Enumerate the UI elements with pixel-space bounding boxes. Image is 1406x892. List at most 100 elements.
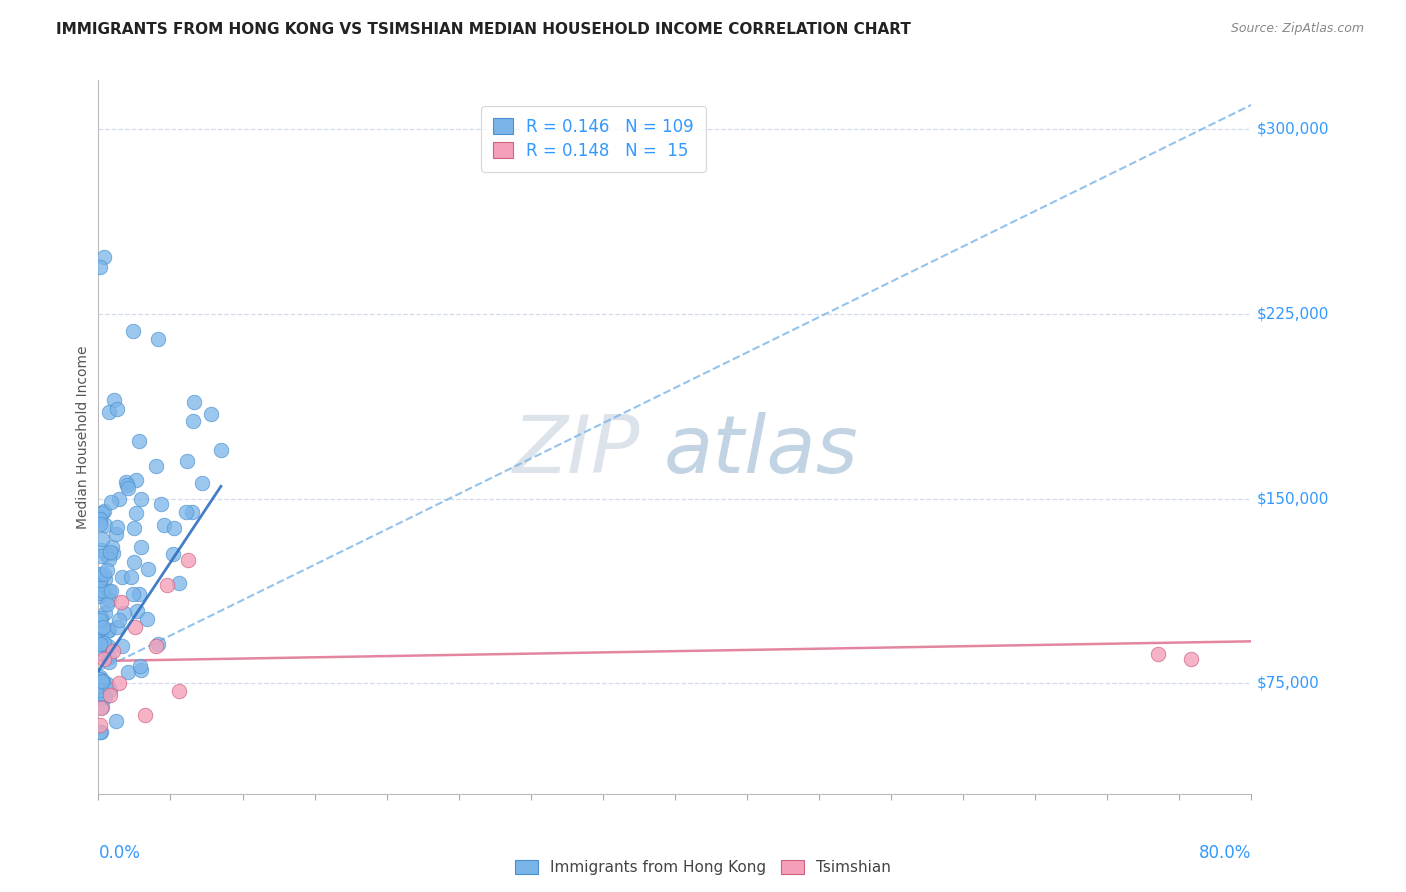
Point <box>125 506 148 520</box>
Point <box>96 639 118 653</box>
Point <box>90 611 112 625</box>
Point <box>211 443 233 458</box>
Y-axis label: Median Household Income: Median Household Income <box>76 345 90 529</box>
Point <box>105 520 128 534</box>
Point <box>105 714 128 728</box>
Point <box>89 725 111 739</box>
Point <box>120 570 142 584</box>
Point <box>153 518 176 533</box>
Point <box>90 690 112 705</box>
Point <box>107 620 129 634</box>
Point <box>90 679 112 693</box>
Point <box>89 589 111 603</box>
Point <box>105 401 128 416</box>
Point <box>89 672 111 686</box>
Point <box>103 644 125 658</box>
Point <box>122 521 145 535</box>
Point <box>89 516 111 531</box>
Text: $300,000: $300,000 <box>1257 122 1330 137</box>
Point <box>94 690 117 705</box>
Point <box>115 478 138 492</box>
Point <box>150 497 173 511</box>
Point <box>96 564 118 578</box>
Point <box>89 566 111 581</box>
Point <box>110 570 132 584</box>
Point <box>180 505 202 519</box>
Point <box>191 475 214 490</box>
Point <box>93 251 115 265</box>
Point <box>100 584 122 599</box>
Point <box>127 604 149 618</box>
Point <box>121 587 143 601</box>
Point <box>146 332 169 346</box>
Point <box>138 561 160 575</box>
Point <box>90 700 112 714</box>
Point <box>115 475 138 489</box>
Point <box>94 518 117 533</box>
Point <box>90 586 112 600</box>
Point <box>89 682 111 697</box>
Point <box>98 656 121 670</box>
Text: ZIP: ZIP <box>513 412 640 491</box>
Point <box>98 544 121 558</box>
Point <box>112 606 135 620</box>
Point <box>128 434 150 448</box>
Legend: Immigrants from Hong Kong, Tsimshian: Immigrants from Hong Kong, Tsimshian <box>510 855 896 880</box>
Point <box>91 675 114 690</box>
Point <box>91 620 114 634</box>
Point <box>122 324 145 338</box>
Point <box>97 593 120 607</box>
Point <box>89 511 111 525</box>
Point <box>128 659 150 673</box>
Point <box>91 679 114 693</box>
Point <box>91 699 114 714</box>
Point <box>1180 651 1202 665</box>
Point <box>167 576 190 591</box>
Point <box>129 491 152 506</box>
Point <box>108 492 131 507</box>
Point <box>97 552 120 566</box>
Point <box>134 708 156 723</box>
Point <box>90 543 112 558</box>
Point <box>96 598 118 612</box>
Point <box>93 635 115 649</box>
Point <box>148 637 170 651</box>
Point <box>90 549 112 563</box>
Point <box>91 673 114 688</box>
Point <box>136 612 159 626</box>
Point <box>98 623 121 637</box>
Point <box>129 663 152 677</box>
Point <box>176 553 198 567</box>
Point <box>174 505 197 519</box>
Text: 0.0%: 0.0% <box>98 844 141 862</box>
Point <box>89 577 111 591</box>
Point <box>90 632 112 647</box>
Point <box>181 414 204 428</box>
Point <box>129 540 152 554</box>
Point <box>117 481 139 495</box>
Point <box>100 494 122 508</box>
Point <box>89 644 111 658</box>
Point <box>107 613 129 627</box>
Point <box>90 725 112 739</box>
Point <box>94 572 117 586</box>
Text: IMMIGRANTS FROM HONG KONG VS TSIMSHIAN MEDIAN HOUSEHOLD INCOME CORRELATION CHART: IMMIGRANTS FROM HONG KONG VS TSIMSHIAN M… <box>56 22 911 37</box>
Point <box>111 639 134 653</box>
Point <box>124 619 146 633</box>
Point <box>125 474 148 488</box>
Point <box>103 393 125 408</box>
Point <box>110 595 132 609</box>
Point <box>107 676 129 690</box>
Text: $150,000: $150,000 <box>1257 491 1330 506</box>
Point <box>90 506 112 520</box>
Point <box>93 566 115 581</box>
Point <box>89 260 111 275</box>
Point <box>1146 647 1168 661</box>
Point <box>91 533 114 547</box>
Point <box>176 454 198 468</box>
Point <box>97 405 120 419</box>
Point <box>91 638 114 652</box>
Point <box>91 622 114 636</box>
Point <box>91 673 114 688</box>
Point <box>89 613 111 627</box>
